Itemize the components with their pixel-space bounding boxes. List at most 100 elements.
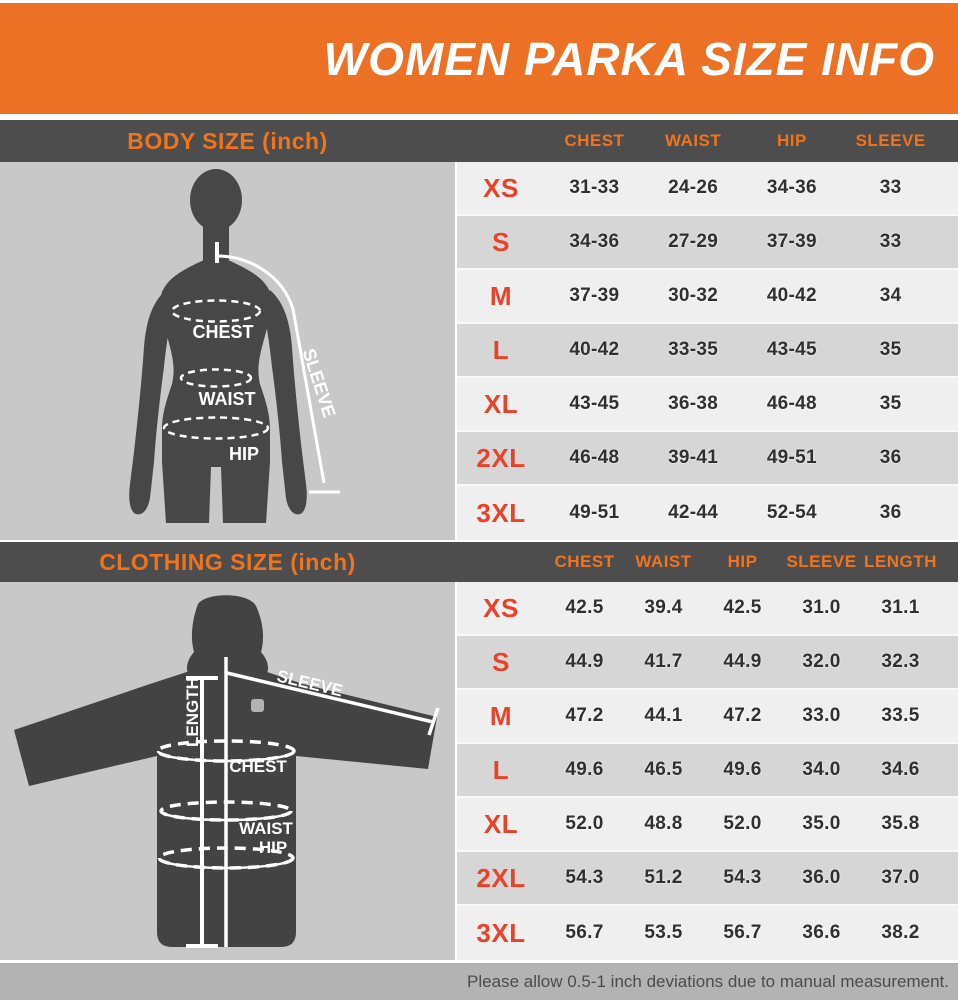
cell-chest: 43-45	[569, 393, 620, 414]
cell-hip: 54.3	[723, 867, 762, 888]
size-label: M	[489, 280, 513, 311]
divider	[0, 540, 958, 542]
parka-measurement-lines	[156, 657, 440, 948]
table-row-s: S 34-36 27-29 37-39 33	[457, 216, 958, 270]
cell-waist: 36-38	[668, 393, 719, 414]
clothing-column-header-length: LENGTH	[864, 552, 937, 571]
table-row-l: L 40-42 33-35 43-45 35	[457, 324, 958, 378]
cell-waist: 48.8	[644, 813, 683, 834]
size-label: S	[492, 226, 510, 257]
chest-patch	[251, 699, 264, 712]
cell-length: 38.2	[881, 922, 920, 943]
top-margin	[0, 0, 958, 3]
cell-waist: 41.7	[644, 651, 683, 672]
cell-chest: 44.9	[565, 651, 604, 672]
page-title: WOMEN PARKA SIZE INFO	[323, 32, 935, 85]
cell-sleeve: 36	[879, 502, 902, 523]
divider	[0, 114, 958, 120]
clothing-size-section: SLEEVE LENGTH CHEST WAIST HIP XS 42.5 39…	[0, 582, 958, 960]
body-chest-label: CHEST	[192, 322, 253, 342]
cell-chest: 40-42	[569, 339, 620, 360]
clothing-size-table: XS 42.5 39.4 42.5 31.0 31.1 S 44.9 41.7 …	[455, 582, 958, 960]
cell-chest: 34-36	[569, 231, 620, 252]
size-label: XS	[483, 172, 519, 203]
cell-sleeve: 35	[879, 393, 902, 414]
size-label: 3XL	[476, 917, 526, 948]
table-row-xl: XL 43-45 36-38 46-48 35	[457, 378, 958, 432]
cell-hip: 52.0	[723, 813, 762, 834]
cell-hip: 42.5	[723, 597, 762, 618]
body-size-section: CHEST WAIST HIP SLEEVE XS 31-33 24-26 34…	[0, 162, 958, 540]
parka-hip-label: HIP	[259, 838, 287, 857]
cell-waist: 39.4	[644, 597, 683, 618]
cell-chest: 31-33	[569, 177, 620, 198]
banner: WOMEN PARKA SIZE INFO	[0, 3, 958, 114]
cell-waist: 44.1	[644, 705, 683, 726]
cell-waist: 51.2	[644, 867, 683, 888]
table-row-l: L 49.6 46.5 49.6 34.0 34.6	[457, 744, 958, 798]
sleeve-measure-line	[216, 254, 326, 484]
chest-measure-ellipse	[170, 299, 262, 323]
cell-chest: 52.0	[565, 813, 604, 834]
body-measurement-lines	[162, 242, 340, 494]
cell-length: 33.5	[881, 705, 920, 726]
divider	[0, 960, 958, 963]
cell-length: 35.8	[881, 813, 920, 834]
cell-sleeve: 36.0	[802, 867, 841, 888]
size-label: L	[492, 334, 510, 365]
size-label: S	[492, 646, 510, 677]
clothing-diagram-panel: SLEEVE LENGTH CHEST WAIST HIP	[0, 582, 455, 960]
cell-hip: 56.7	[723, 922, 762, 943]
cell-length: 31.1	[881, 597, 920, 618]
hip-ellipse-underline	[157, 857, 295, 870]
cell-sleeve: 31.0	[802, 597, 841, 618]
clothing-column-header-chest: CHEST	[554, 552, 615, 571]
cell-hip: 44.9	[723, 651, 762, 672]
cell-hip: 34-36	[766, 177, 817, 198]
cell-hip: 52-54	[766, 502, 817, 523]
body-column-header-chest: CHEST	[564, 131, 625, 150]
table-row-2xl: 2XL 46-48 39-41 49-51 36	[457, 432, 958, 486]
cell-length: 37.0	[881, 867, 920, 888]
cell-hip: 40-42	[766, 285, 817, 306]
size-label: L	[492, 754, 510, 785]
measurement-disclaimer: Please allow 0.5-1 inch deviations due t…	[467, 971, 949, 991]
cell-waist: 27-29	[668, 231, 719, 252]
size-label: XS	[483, 592, 519, 623]
cell-waist: 24-26	[668, 177, 719, 198]
cell-sleeve: 34.0	[802, 759, 841, 780]
sleeve-end-tick	[427, 707, 440, 736]
table-row-xs: XS 42.5 39.4 42.5 31.0 31.1	[457, 582, 958, 636]
parka-chest-label: CHEST	[229, 757, 287, 776]
clothing-column-header-waist: WAIST	[635, 552, 692, 571]
hip-measure-ellipse	[162, 416, 270, 440]
cell-chest: 46-48	[569, 447, 620, 468]
body-waist-label: WAIST	[199, 389, 256, 409]
cell-waist: 39-41	[668, 447, 719, 468]
size-label: XL	[483, 808, 519, 839]
body-size-table: XS 31-33 24-26 34-36 33 S 34-36 27-29 37…	[455, 162, 958, 540]
table-row-3xl: 3XL 49-51 42-44 52-54 36	[457, 486, 958, 540]
body-silhouette-shape	[129, 169, 307, 523]
body-sleeve-label: SLEEVE	[299, 346, 340, 420]
size-label: 2XL	[476, 442, 526, 473]
cell-sleeve: 32.0	[802, 651, 841, 672]
cell-length: 32.3	[881, 651, 920, 672]
body-column-header-waist: WAIST	[664, 131, 722, 150]
chest-ellipse-underline	[156, 750, 296, 763]
waist-measure-ellipse	[179, 368, 253, 388]
cell-sleeve: 33	[879, 231, 902, 252]
table-row-m: M 47.2 44.1 47.2 33.0 33.5	[457, 690, 958, 744]
cell-hip: 49.6	[723, 759, 762, 780]
table-row-s: S 44.9 41.7 44.9 32.0 32.3	[457, 636, 958, 690]
cell-waist: 42-44	[668, 502, 719, 523]
clothing-column-header-hip: HIP	[727, 552, 758, 571]
cell-chest: 42.5	[565, 597, 604, 618]
cell-chest: 49-51	[569, 502, 620, 523]
cell-sleeve: 35.0	[802, 813, 841, 834]
body-hip-label: HIP	[229, 444, 259, 464]
cell-sleeve: 33	[879, 177, 902, 198]
size-label: M	[489, 700, 513, 731]
cell-waist: 46.5	[644, 759, 683, 780]
